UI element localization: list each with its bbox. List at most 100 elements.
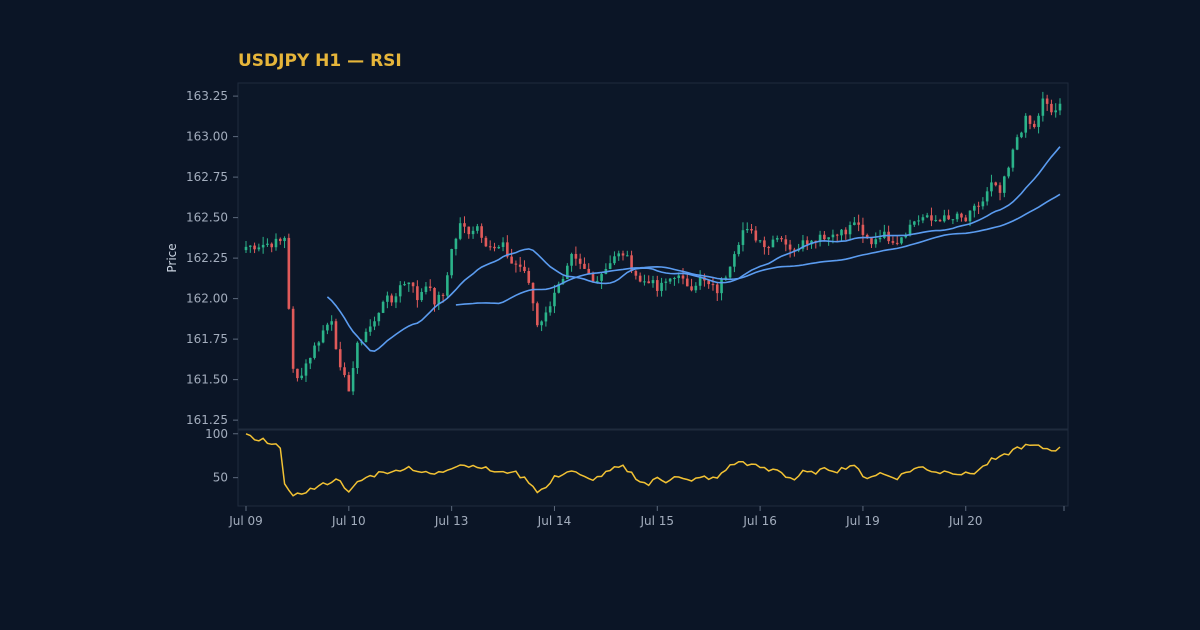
candle-body [403,284,406,286]
x-tick-label: Jul 19 [845,514,880,528]
candle-body [887,231,890,242]
rsi-series [245,433,1061,497]
candle-body [523,266,526,272]
candle-body [424,286,428,292]
candle-body [398,285,402,297]
rsi-tick-label: 100 [205,427,228,441]
candle-body [450,249,453,276]
candle-body [643,281,646,283]
candle-body [244,246,248,251]
candle-body [677,275,681,278]
candle-body [326,324,329,331]
candle-body [655,280,659,291]
candle-body [484,237,488,247]
price-tick-label: 162.50 [186,211,228,225]
price-tick-label: 161.25 [186,413,228,427]
candle-body [925,215,929,218]
candle-body [720,279,723,294]
candle-body [638,275,642,282]
candle-body [548,306,552,313]
candle-body [1003,176,1006,193]
candle-body [480,226,483,238]
candle-body [458,223,462,239]
candle-body [253,245,256,250]
price-axis-label: Price [165,243,179,272]
candle-body [587,268,591,274]
candle-body [441,294,445,296]
candle-body [428,286,432,289]
candle-body [506,242,509,257]
candle-body [737,244,740,255]
x-tick-label: Jul 14 [537,514,572,528]
candle-body [758,240,762,242]
price-tick-label: 163.25 [186,89,228,103]
price-tick-label: 163.00 [186,130,228,144]
candle-body [921,217,925,221]
candle-body [960,213,963,218]
candle-body [694,285,698,291]
candle-body [904,235,908,238]
candle-body [514,263,518,265]
chart-title: USDJPY H1 — RSI [238,51,402,71]
candle-body [990,182,993,192]
candle-body [1007,167,1010,177]
candle-body [754,230,758,241]
price-tick-label: 161.75 [186,332,228,346]
candle-body [908,224,912,236]
candle-body [934,219,938,221]
candle-body [476,226,479,231]
x-tick-label: Jul 15 [640,514,675,528]
candle-body [330,321,333,325]
candle-body [647,281,651,284]
candle-body [596,280,599,282]
candle-body [501,242,505,247]
candle-body [304,363,308,376]
candle-body [968,210,972,222]
candle-body [270,243,274,248]
candle-body [818,234,822,242]
candle-body [368,326,372,332]
candle-body [793,249,796,251]
candle-body [664,281,668,283]
candle-body [510,256,513,264]
candle-body [544,312,548,322]
candle-body [416,286,419,301]
candle-body [574,253,578,259]
x-tick-label: Jul 09 [228,514,263,528]
candle-body [536,303,539,326]
candle-body [870,238,873,245]
candle-body [377,312,381,322]
candle-body [493,246,496,249]
rsi-axis: 50 100 [205,427,238,485]
candle-body [930,215,933,221]
candle-body [840,229,843,236]
candle-body [1020,132,1023,138]
candle-body [1028,115,1032,124]
candle-body [681,275,685,279]
candle-body [964,217,968,222]
candle-body [668,278,672,282]
candle-body [660,282,663,291]
candle-body [600,274,603,281]
candle-body [566,265,569,279]
candle-body [578,258,582,264]
candle-body [917,220,920,222]
candle-body [531,282,535,304]
candle-body [338,349,342,368]
candle-body [784,239,788,245]
candle-body [625,255,629,257]
candle-body [257,247,261,250]
candle-body [283,237,286,242]
candle-body [895,242,899,244]
price-panel [237,82,1069,430]
candle-body [300,375,303,379]
rsi-panel [237,429,1069,507]
candle-body [831,234,835,238]
candle-body [613,256,616,264]
candle-body [570,253,573,266]
candle-body [621,253,625,256]
candle-body [497,246,501,249]
candle-body [630,255,633,272]
candles [244,91,1062,396]
candle-body [347,375,351,392]
